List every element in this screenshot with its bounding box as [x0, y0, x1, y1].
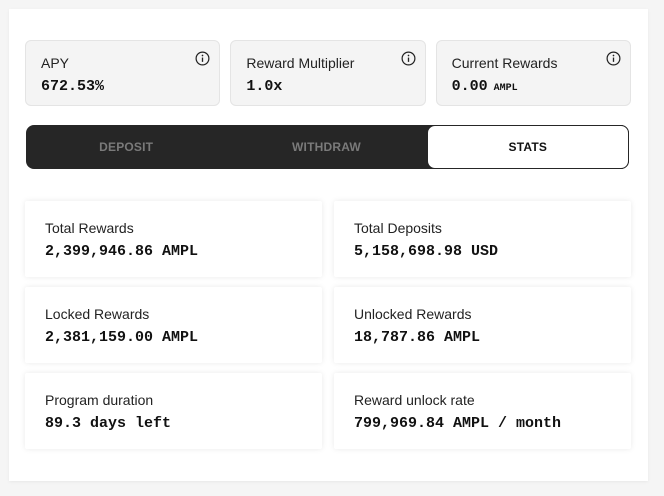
tab-bar: DEPOSIT WITHDRAW STATS: [26, 125, 629, 169]
info-icon[interactable]: [195, 51, 210, 66]
tab-stats[interactable]: STATS: [426, 125, 629, 169]
apy-label: APY: [41, 55, 70, 71]
stat-total-rewards: Total Rewards 2,399,946.86 AMPL: [25, 201, 322, 277]
current-rewards-card: Current Rewards 0.00 AMPL: [435, 40, 631, 106]
current-rewards-label: Current Rewards: [451, 55, 558, 71]
stat-label: Program duration: [45, 392, 154, 408]
stat-value: 18,787.86 AMPL: [354, 329, 481, 346]
stat-value: 799,969.84 AMPL / month: [354, 415, 562, 432]
stat-label: Total Rewards: [45, 220, 134, 236]
geyser-panel: APY 672.53% Reward Multiplier 1.0x Curre…: [9, 9, 648, 481]
current-rewards-unit: AMPL: [493, 83, 518, 94]
stat-label: Unlocked Rewards: [354, 306, 472, 322]
stat-reward-unlock-rate: Reward unlock rate 799,969.84 AMPL / mon…: [334, 373, 631, 449]
reward-multiplier-label: Reward Multiplier: [246, 55, 355, 71]
stat-value: 2,399,946.86 AMPL: [45, 243, 199, 260]
info-icon[interactable]: [606, 51, 621, 66]
stat-value: 2,381,159.00 AMPL: [45, 329, 199, 346]
stat-label: Locked Rewards: [45, 306, 150, 322]
apy-card: APY 672.53%: [25, 40, 221, 106]
reward-multiplier-value: 1.0x: [246, 78, 283, 95]
current-rewards-value: 0.00 AMPL: [451, 78, 518, 95]
apy-value: 672.53%: [41, 78, 105, 95]
stat-value: 5,158,698.98 USD: [354, 243, 499, 260]
reward-multiplier-card: Reward Multiplier 1.0x: [230, 40, 426, 106]
tab-withdraw[interactable]: WITHDRAW: [292, 140, 361, 154]
stat-label: Total Deposits: [354, 220, 442, 236]
stats-grid: Total Rewards 2,399,946.86 AMPL Total De…: [25, 201, 631, 449]
tab-deposit[interactable]: DEPOSIT: [99, 140, 154, 154]
info-icon[interactable]: [401, 51, 416, 66]
stat-program-duration: Program duration 89.3 days left: [25, 373, 322, 449]
stat-label: Reward unlock rate: [354, 392, 475, 408]
stat-locked-rewards: Locked Rewards 2,381,159.00 AMPL: [25, 287, 322, 363]
stat-value: 89.3 days left: [45, 415, 172, 432]
stat-total-deposits: Total Deposits 5,158,698.98 USD: [334, 201, 631, 277]
summary-cards: APY 672.53% Reward Multiplier 1.0x Curre…: [25, 40, 631, 108]
stat-unlocked-rewards: Unlocked Rewards 18,787.86 AMPL: [334, 287, 631, 363]
